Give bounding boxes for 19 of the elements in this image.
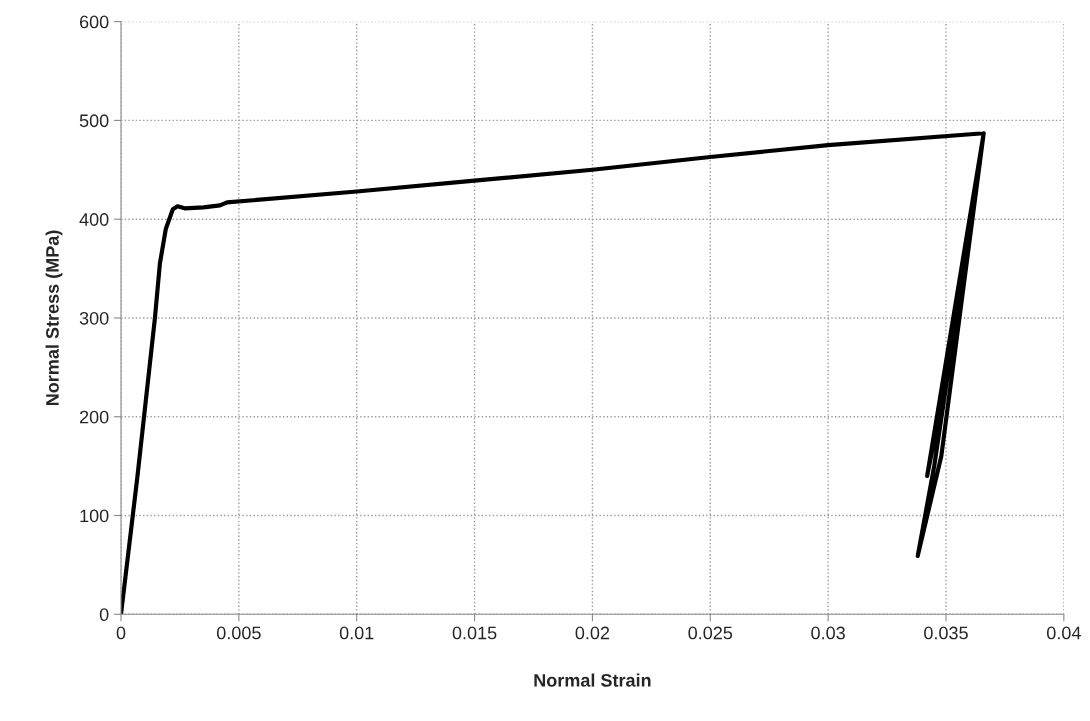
- y-tick-label: 600: [79, 15, 109, 29]
- x-tick-label: 0.02: [575, 626, 610, 640]
- x-tick-label: 0.01: [339, 626, 374, 640]
- y-tick-label: 200: [79, 410, 109, 424]
- x-tick-label: 0: [116, 626, 126, 640]
- x-tick-label: 0.025: [688, 626, 733, 640]
- y-tick-label: 300: [79, 311, 109, 325]
- x-tick-label: 0.03: [811, 626, 845, 640]
- y-axis-title: Normal Stress (MPa): [45, 230, 63, 406]
- y-tick-label: 0: [99, 608, 109, 622]
- line-series: [120, 131, 986, 615]
- x-tick-label: 0.04: [1046, 626, 1081, 640]
- y-tick-label: 100: [80, 509, 109, 523]
- x-axis-title: Normal Strain: [534, 673, 651, 687]
- y-tick-label: 500: [79, 114, 109, 128]
- x-tick-label: 0.015: [452, 626, 497, 640]
- x-tick-label: 0.005: [216, 626, 261, 640]
- y-tick-label: 400: [79, 213, 109, 226]
- x-tick-label: 0.035: [924, 626, 968, 640]
